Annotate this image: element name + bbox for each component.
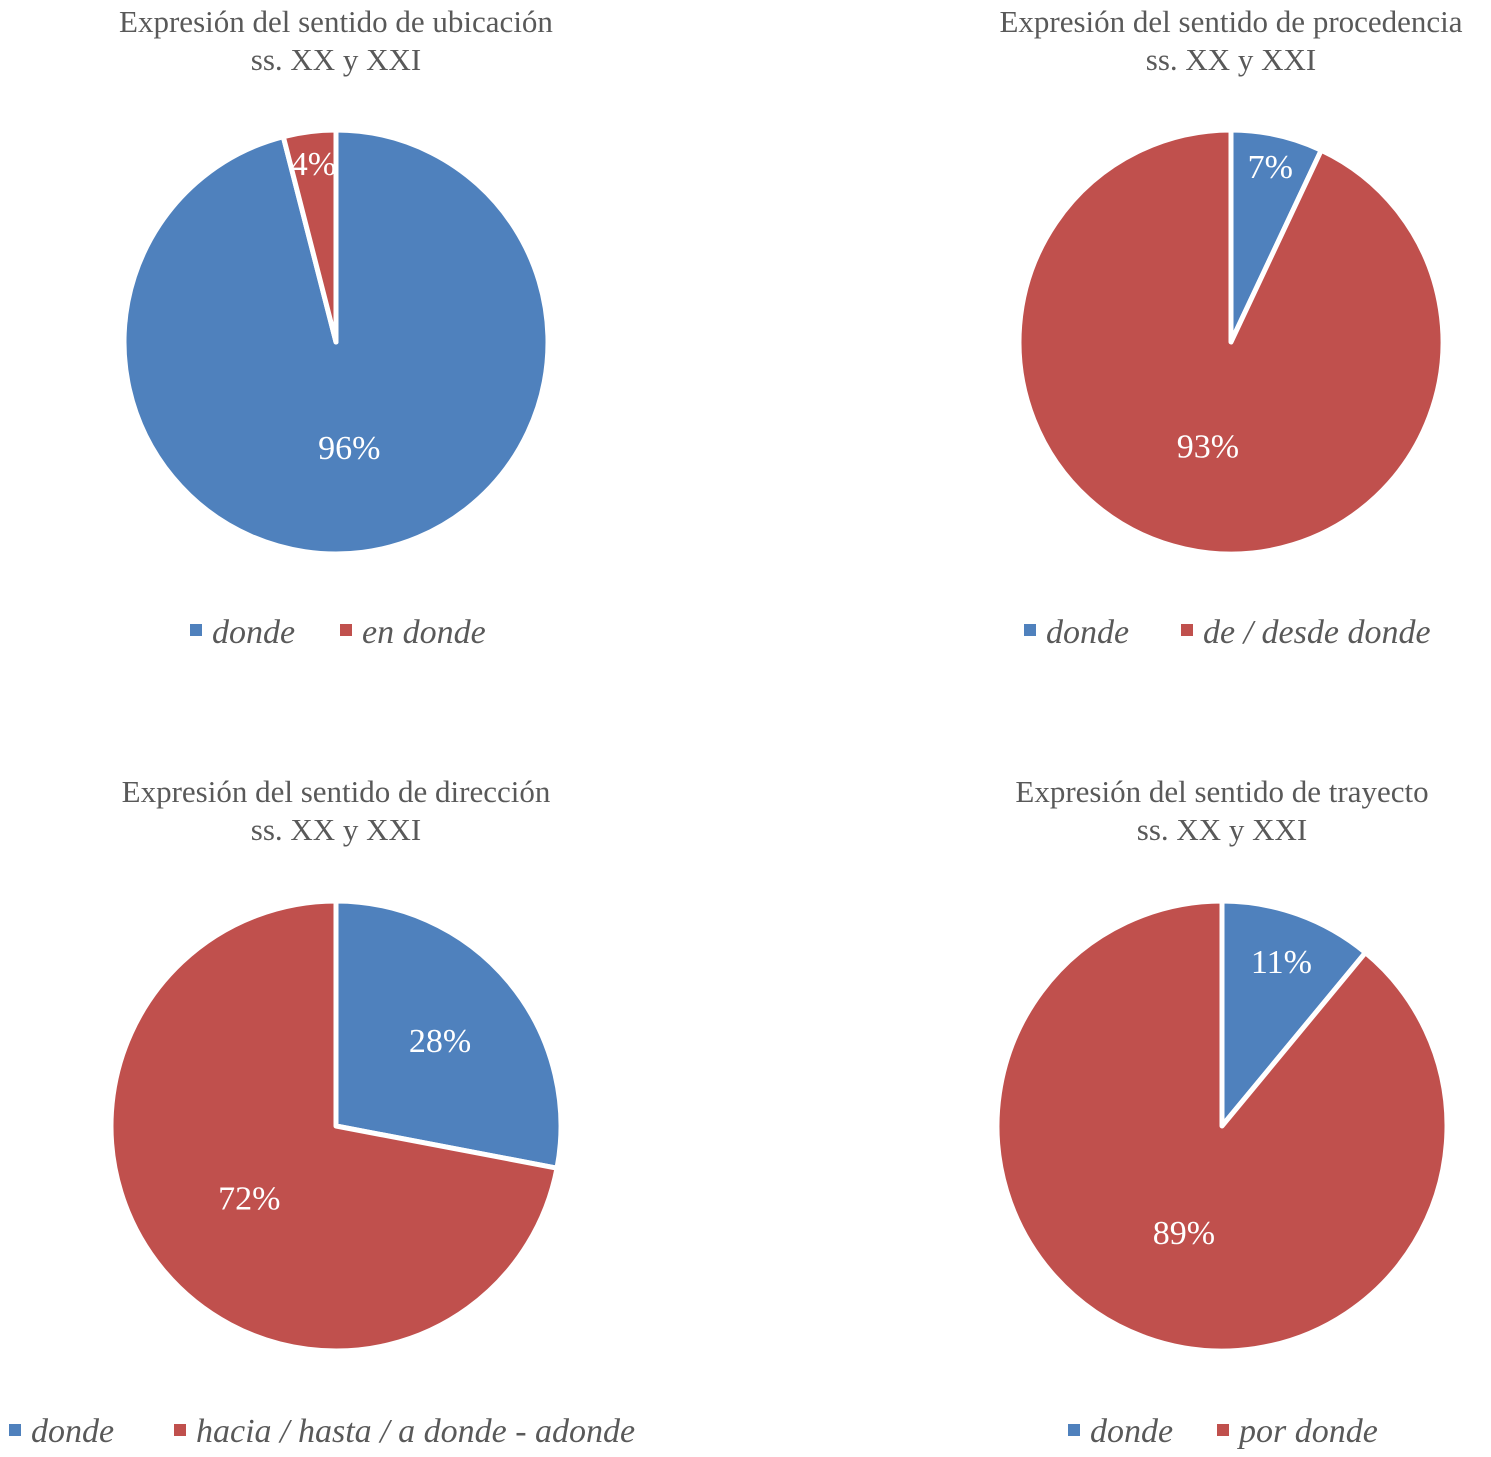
pie-slice-donde bbox=[333, 898, 564, 1171]
data-label-donde: 28% bbox=[409, 1023, 471, 1060]
chart-ubicacion-title: Expresión del sentido de ubicación bbox=[119, 4, 553, 39]
legend-label-de-desde-donde: de / desde donde bbox=[1203, 614, 1431, 651]
data-label-hacia-hasta-a-donde-adonde: 72% bbox=[218, 1181, 280, 1218]
chart-procedencia-legend: donde de / desde donde bbox=[1024, 614, 1431, 651]
chart-procedencia-subtitle: ss. XX y XXI bbox=[1146, 42, 1317, 77]
legend-swatch-en-donde bbox=[340, 624, 352, 636]
data-label-donde: 7% bbox=[1248, 149, 1293, 186]
legend-label-donde: donde bbox=[31, 1413, 114, 1450]
chart-ubicacion-legend: donde en donde bbox=[190, 614, 486, 651]
chart-direccion-pie: 28% 72% bbox=[108, 898, 564, 1354]
chart-direccion-title: Expresión del sentido de dirección bbox=[122, 774, 551, 809]
chart-direccion-legend: donde hacia / hasta / a donde - adonde bbox=[9, 1413, 635, 1450]
legend-label-en-donde: en donde bbox=[362, 614, 486, 651]
legend-swatch-de-desde-donde bbox=[1181, 624, 1193, 636]
chart-ubicacion: Expresión del sentido de ubicación ss. X… bbox=[119, 4, 553, 651]
chart-trayecto-subtitle: ss. XX y XXI bbox=[1137, 812, 1308, 847]
pie-slice-hacia-hasta-a-donde-adonde bbox=[108, 898, 560, 1354]
chart-trayecto-legend: donde por donde bbox=[1068, 1413, 1378, 1450]
chart-trayecto: Expresión del sentido de trayecto ss. XX… bbox=[994, 774, 1450, 1450]
chart-ubicacion-subtitle: ss. XX y XXI bbox=[251, 42, 422, 77]
chart-procedencia-pie: 7% 93% bbox=[1016, 127, 1446, 557]
pie-slice-por-donde bbox=[994, 898, 1450, 1354]
chart-ubicacion-pie: 96% 4% bbox=[121, 127, 551, 557]
legend-label-por-donde: por donde bbox=[1237, 1413, 1378, 1450]
legend-label-donde: donde bbox=[1046, 614, 1129, 651]
chart-trayecto-title: Expresión del sentido de trayecto bbox=[1015, 774, 1428, 809]
chart-direccion: Expresión del sentido de dirección ss. X… bbox=[9, 774, 635, 1450]
data-label-en-donde: 4% bbox=[291, 146, 336, 183]
pie-slice-donde bbox=[1219, 898, 1368, 1129]
legend-label-donde: donde bbox=[212, 614, 295, 651]
pie-slice-en-donde bbox=[280, 127, 339, 345]
chart-direccion-subtitle: ss. XX y XXI bbox=[251, 812, 422, 847]
legend-swatch-donde bbox=[1068, 1424, 1080, 1436]
legend-swatch-donde bbox=[9, 1424, 21, 1436]
legend-swatch-hacia-hasta-a-donde-adonde bbox=[174, 1424, 186, 1436]
legend-swatch-donde bbox=[1024, 624, 1036, 636]
chart-procedencia-title: Expresión del sentido de procedencia bbox=[999, 4, 1462, 39]
legend-label-hacia-hasta-a-donde-adonde: hacia / hasta / a donde - adonde bbox=[196, 1413, 635, 1450]
data-label-donde: 11% bbox=[1251, 944, 1312, 981]
pie-slice-de-desde-donde bbox=[1016, 127, 1446, 557]
legend-swatch-donde bbox=[190, 624, 202, 636]
chart-trayecto-pie: 11% 89% bbox=[994, 898, 1450, 1354]
legend-label-donde: donde bbox=[1090, 1413, 1173, 1450]
data-label-por-donde: 89% bbox=[1153, 1215, 1215, 1252]
data-label-donde: 96% bbox=[318, 430, 380, 467]
chart-procedencia: Expresión del sentido de procedencia ss.… bbox=[999, 4, 1462, 651]
data-label-de-desde-donde: 93% bbox=[1177, 428, 1239, 465]
legend-swatch-por-donde bbox=[1217, 1424, 1229, 1436]
